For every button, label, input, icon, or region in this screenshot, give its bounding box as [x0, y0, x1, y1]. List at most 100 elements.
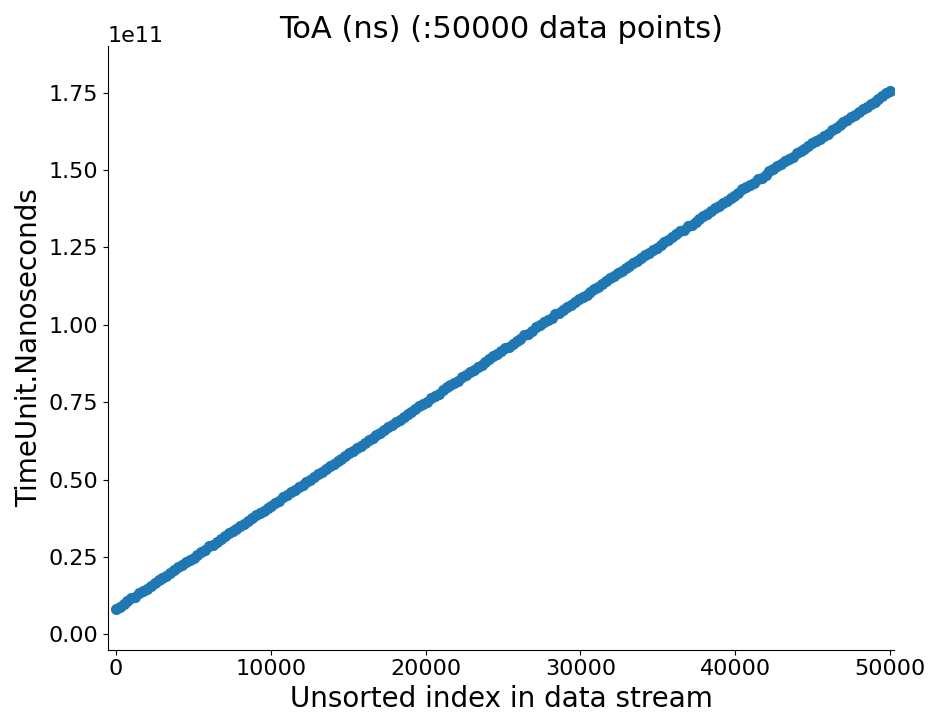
Point: [602, 272, 617, 284]
Point: [466, 364, 481, 376]
Point: [295, 479, 311, 491]
Point: [870, 93, 885, 105]
Point: [509, 335, 524, 347]
Point: [657, 237, 672, 248]
Point: [272, 495, 287, 507]
Point: [263, 500, 279, 512]
Point: [392, 414, 407, 426]
Point: [400, 408, 415, 420]
Point: [867, 96, 882, 108]
Point: [708, 202, 723, 214]
Point: [486, 350, 501, 362]
Point: [478, 356, 493, 368]
Point: [583, 286, 598, 298]
Point: [365, 432, 380, 444]
Point: [688, 215, 703, 227]
Point: [695, 210, 710, 221]
Point: [606, 270, 621, 282]
Point: [489, 349, 504, 360]
Point: [664, 231, 679, 242]
Point: [742, 179, 758, 191]
Point: [183, 555, 198, 566]
Point: [214, 534, 229, 545]
Point: [407, 403, 423, 415]
Point: [143, 580, 158, 592]
Point: [470, 361, 486, 373]
Point: [330, 455, 345, 467]
Point: [723, 193, 738, 205]
Point: [128, 591, 143, 603]
Point: [291, 481, 306, 493]
Point: [170, 561, 185, 573]
Point: [136, 585, 151, 597]
Point: [455, 371, 470, 383]
Point: [852, 106, 867, 118]
Point: [700, 208, 715, 220]
Point: [591, 281, 606, 293]
Point: [451, 375, 466, 387]
Point: [198, 544, 213, 555]
Point: [159, 570, 174, 582]
Point: [318, 463, 333, 475]
Point: [817, 130, 832, 141]
Point: [474, 359, 489, 371]
Point: [132, 587, 147, 599]
Point: [551, 307, 566, 319]
Point: [801, 141, 816, 152]
Point: [376, 424, 391, 435]
Point: [879, 87, 894, 99]
Point: [124, 593, 139, 604]
Point: [493, 346, 508, 357]
Point: [435, 384, 450, 396]
Point: [225, 526, 240, 537]
Point: [517, 330, 532, 341]
Point: [447, 377, 462, 389]
Point: [513, 333, 528, 345]
Point: [587, 282, 602, 294]
Point: [533, 319, 548, 331]
Point: [120, 595, 135, 606]
Point: [327, 458, 342, 470]
Point: [349, 443, 364, 454]
Point: [389, 416, 404, 427]
Point: [739, 181, 754, 193]
Point: [303, 474, 318, 486]
Point: [692, 213, 707, 225]
Point: [307, 471, 322, 483]
Point: [338, 450, 353, 462]
Point: [855, 103, 870, 115]
Point: [571, 293, 586, 305]
Point: [256, 505, 271, 516]
Point: [268, 497, 283, 509]
Point: [311, 468, 326, 480]
Point: [112, 601, 127, 612]
Point: [385, 419, 400, 430]
Point: [848, 109, 863, 121]
Point: [680, 221, 695, 232]
Point: [163, 567, 178, 579]
Point: [299, 476, 314, 488]
Point: [808, 135, 823, 146]
Point: [380, 421, 395, 432]
Point: [108, 603, 123, 614]
Point: [396, 411, 411, 422]
Point: [439, 381, 455, 393]
Point: [536, 317, 551, 328]
Point: [186, 553, 201, 564]
Point: [618, 262, 633, 274]
Y-axis label: TimeUnit.Nanoseconds: TimeUnit.Nanoseconds: [15, 189, 43, 507]
Point: [462, 366, 477, 378]
Point: [194, 546, 209, 558]
Point: [781, 154, 796, 165]
Point: [649, 242, 664, 254]
Point: [828, 122, 843, 134]
Point: [836, 116, 851, 128]
Point: [637, 249, 652, 261]
Point: [626, 257, 641, 269]
X-axis label: Unsorted index in data stream: Unsorted index in data stream: [290, 685, 712, 713]
Point: [661, 234, 676, 245]
Point: [560, 301, 575, 313]
Point: [673, 226, 688, 237]
Point: [229, 523, 244, 534]
Point: [579, 289, 594, 301]
